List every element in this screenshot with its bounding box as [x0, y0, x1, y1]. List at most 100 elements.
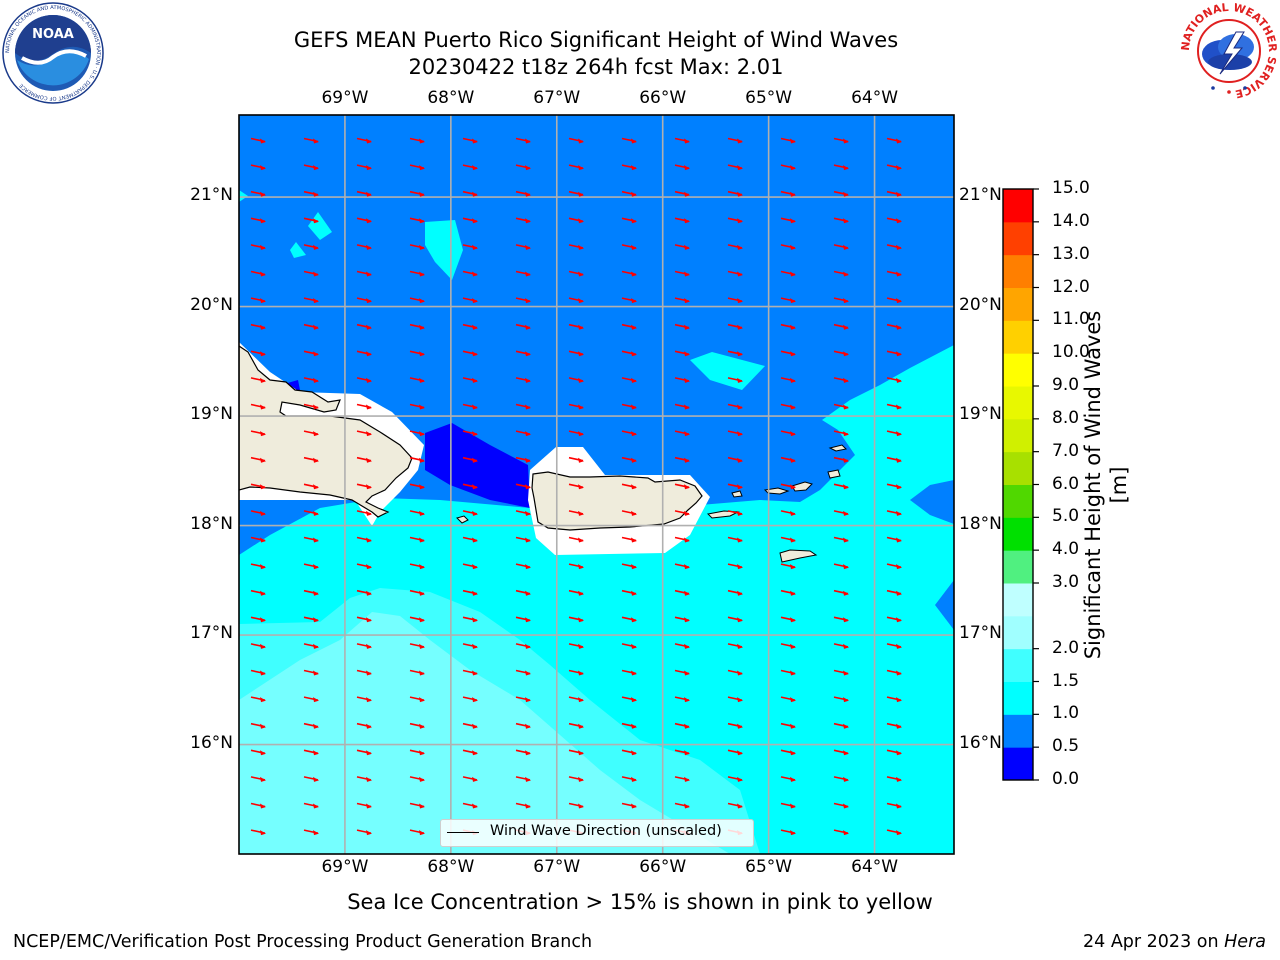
wave-direction-arrow — [833, 456, 849, 463]
vieques-island — [706, 510, 740, 519]
colorbar-tick-label: 6.0 — [1052, 473, 1080, 494]
wave-direction-arrow — [568, 643, 584, 649]
wave-direction-arrow — [356, 164, 372, 171]
wave-direction-arrow — [356, 722, 372, 729]
wave-direction-arrow — [568, 190, 584, 197]
wave-direction-arrow — [621, 749, 637, 756]
wave-direction-arrow — [303, 802, 319, 809]
wave-direction-arrow — [674, 377, 690, 383]
wave-direction-arrow — [833, 403, 849, 410]
wave-direction-arrow — [250, 643, 266, 649]
wave-direction-arrow — [727, 802, 743, 809]
wave-direction-arrow — [462, 217, 478, 224]
colorbar-tick-label: 0.0 — [1052, 769, 1080, 789]
wave-direction-arrow — [833, 643, 849, 649]
wave-direction-arrow — [356, 749, 372, 756]
wave-direction-arrow — [303, 829, 319, 836]
wave-direction-arrow — [727, 616, 743, 623]
wave-direction-arrow — [621, 137, 637, 144]
wave-direction-arrow — [409, 456, 425, 463]
wave-direction-arrow — [462, 456, 478, 463]
longitude-tick-label: 64°W — [851, 857, 899, 877]
wave-direction-arrow — [515, 643, 531, 649]
wave-direction-arrow — [674, 430, 690, 437]
wave-direction-arrow — [886, 137, 902, 144]
wave-direction-arrow — [250, 403, 266, 410]
wave-direction-arrow — [356, 643, 372, 649]
wave-direction-arrow — [515, 669, 531, 676]
map-frame — [238, 114, 955, 855]
wave-direction-arrow — [621, 563, 637, 570]
wave-direction-arrow — [886, 749, 902, 756]
wave-direction-arrow — [674, 350, 690, 357]
wave-direction-arrow — [515, 749, 531, 756]
wave-direction-arrow — [356, 669, 372, 676]
colorbar-bin — [1003, 287, 1033, 321]
colorbar-tick-label: 13.0 — [1052, 243, 1090, 264]
wave-direction-arrow — [568, 270, 584, 277]
colorbar-bin — [1003, 418, 1033, 453]
wave-direction-arrow — [462, 722, 478, 729]
wave-direction-arrow — [568, 776, 584, 782]
wave-direction-arrow — [462, 483, 478, 490]
wave-direction-arrow — [250, 430, 266, 437]
wave-direction-arrow — [727, 669, 743, 676]
wave-direction-arrow — [833, 510, 849, 516]
wave-direction-arrow — [409, 483, 425, 490]
wave-direction-arrow — [356, 802, 372, 809]
wave-direction-arrow — [250, 696, 266, 703]
latitude-tick-label: 20°N — [959, 294, 1002, 315]
latitude-tick-label: 19°N — [190, 404, 233, 425]
wave-direction-arrow — [621, 589, 637, 596]
wave-direction-arrow — [621, 403, 637, 410]
wave-direction-arrow — [462, 323, 478, 330]
longitude-tick-label: 66°W — [639, 88, 687, 108]
wave-direction-arrow — [621, 190, 637, 197]
wave-direction-arrow — [409, 297, 425, 304]
wave-direction-arrow — [674, 802, 690, 809]
wave-direction-arrow — [886, 270, 902, 277]
footer-date-text: 24 Apr 2023 on — [1083, 932, 1225, 952]
wave-direction-arrow — [356, 776, 372, 782]
wave-direction-arrow — [303, 190, 319, 197]
wave-direction-arrow — [250, 377, 266, 383]
wave-direction-arrow — [674, 669, 690, 676]
wave-direction-arrow — [621, 616, 637, 623]
wave-direction-arrow — [568, 563, 584, 570]
wave-direction-arrow — [356, 616, 372, 623]
wave-direction-arrow — [250, 350, 266, 357]
wave-direction-arrow — [833, 350, 849, 357]
wave-direction-arrow — [303, 164, 319, 171]
colorbar-label: Significant Height of Wind Waves [m] — [1081, 310, 1131, 660]
wave-direction-arrow — [250, 164, 266, 171]
wave-direction-arrow — [886, 456, 902, 463]
latitude-tick-label: 21°N — [190, 185, 233, 206]
wave-direction-arrow — [250, 749, 266, 756]
wave-direction-arrow — [303, 616, 319, 623]
colorbar-tick-label: 4.0 — [1052, 539, 1080, 560]
wave-direction-arrow — [780, 722, 796, 729]
wave-direction-arrow — [674, 589, 690, 596]
wave-direction-arrow — [568, 510, 584, 516]
wave-direction-arrow — [303, 536, 319, 543]
wave-direction-arrow — [462, 244, 478, 250]
wave-band-2-0-2-5 — [239, 612, 730, 854]
colorbar-tick-label: 8.0 — [1052, 407, 1080, 428]
colorbar-tick-label: 9.0 — [1052, 375, 1080, 395]
wave-direction-arrow — [780, 217, 796, 224]
wave-direction-arrow — [674, 137, 690, 144]
wave-direction-arrow — [303, 563, 319, 570]
wave-direction-arrow — [515, 430, 531, 437]
wave-direction-arrow — [621, 536, 637, 543]
wave-direction-arrow — [886, 297, 902, 304]
wave-direction-arrow — [356, 403, 372, 410]
wave-direction-arrow — [621, 244, 637, 250]
colorbar-bin — [1003, 484, 1033, 518]
colorbar-bin — [1003, 615, 1033, 650]
wave-direction-arrow — [356, 297, 372, 304]
puerto-rico-land — [531, 471, 703, 531]
wave-direction-arrow — [568, 802, 584, 809]
nws-logo: NATIONAL WEATHER SERVICE — [1180, 2, 1278, 100]
colorbar-bin — [1003, 550, 1033, 584]
wave-direction-arrow — [621, 722, 637, 729]
